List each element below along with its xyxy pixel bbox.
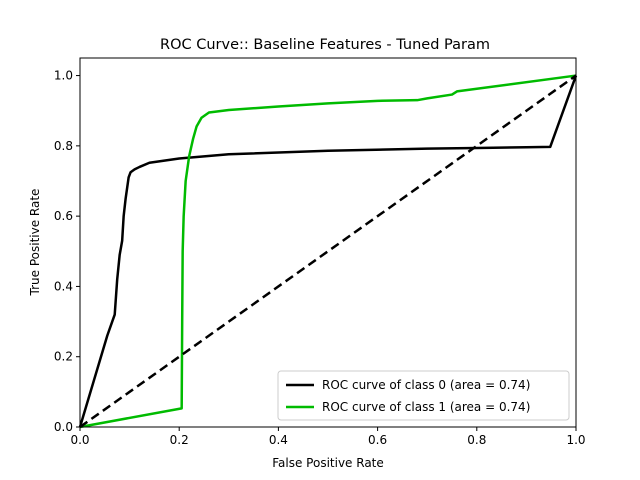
x-tick-label: 0.8	[467, 433, 486, 447]
x-axis-ticks: 0.0 0.2 0.4 0.6 0.8 1.0	[70, 427, 586, 447]
y-tick-label: 0.2	[54, 350, 73, 364]
y-tick-label: 0.8	[54, 139, 73, 153]
x-tick-label: 0.4	[269, 433, 288, 447]
chance-diagonal-line	[79, 74, 577, 429]
x-tick-label: 0.0	[70, 433, 89, 447]
legend: ROC curve of class 0 (area = 0.74) ROC c…	[277, 370, 570, 421]
plot-frame	[79, 57, 577, 428]
y-tick-label: 0.0	[54, 420, 73, 434]
x-tick-label: 0.6	[368, 433, 387, 447]
x-axis-label: False Positive Rate	[272, 456, 384, 470]
y-tick-label: 0.4	[54, 279, 73, 293]
x-tick-label: 1.0	[566, 433, 585, 447]
series-line-class-1	[79, 74, 577, 429]
x-tick-label: 0.2	[170, 433, 189, 447]
legend-box	[277, 370, 570, 421]
y-tick-label: 0.6	[54, 209, 73, 223]
y-axis-ticks: 0.0 0.2 0.4 0.6 0.8 1.0	[54, 69, 80, 434]
y-axis-label: True Positive Rate	[28, 189, 42, 297]
plot-area	[78, 74, 578, 429]
chart-title: ROC Curve:: Baseline Features - Tuned Pa…	[160, 37, 490, 53]
y-tick-label: 1.0	[54, 69, 73, 83]
series-line-class-0	[78, 75, 578, 428]
legend-label-class-1: ROC curve of class 1 (area = 0.74)	[322, 400, 530, 414]
legend-label-class-0: ROC curve of class 0 (area = 0.74)	[322, 378, 530, 392]
